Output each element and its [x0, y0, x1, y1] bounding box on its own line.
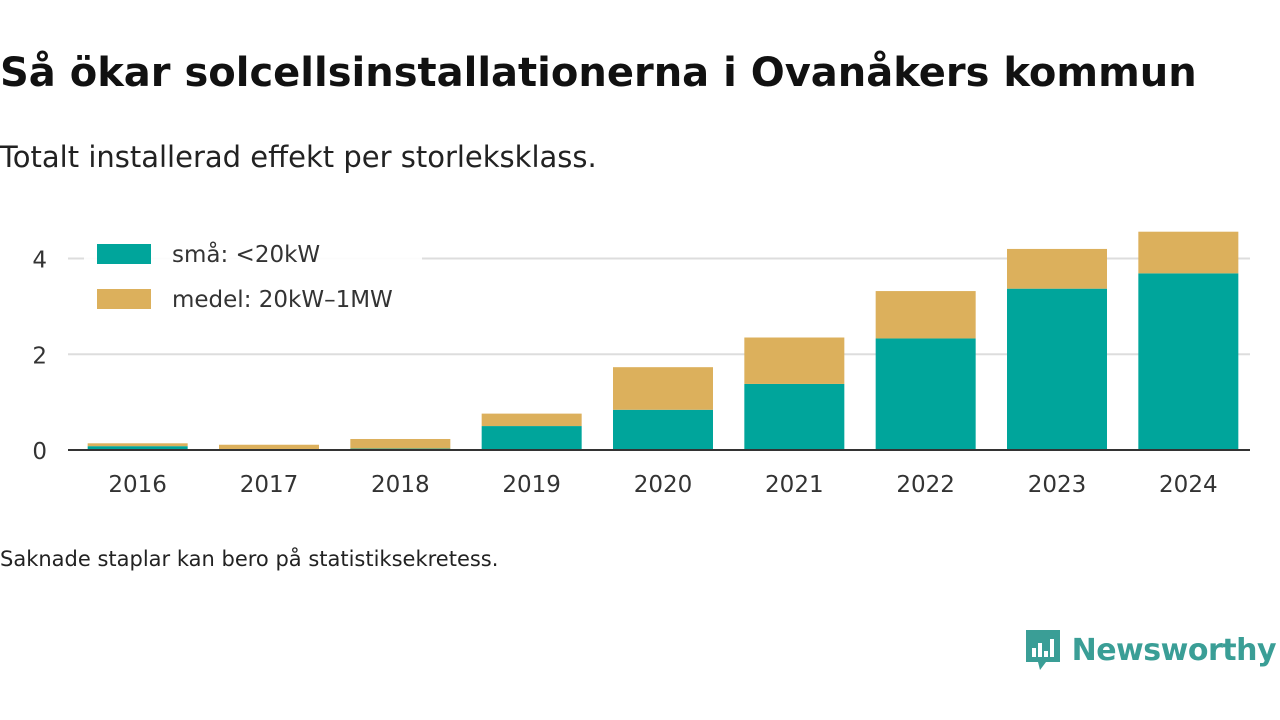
legend: små: <20kW medel: 20kW–1MW	[84, 232, 422, 318]
newsworthy-logo: Newsworthy	[1024, 628, 1277, 672]
bar-segment	[87, 443, 188, 447]
y-tick-label: 2	[32, 343, 47, 369]
bar-segment	[744, 337, 845, 384]
bar-segment	[1138, 273, 1239, 450]
x-tick-label: 2017	[240, 472, 299, 498]
x-tick-labels: 2016 2017 2018 2019 2020 2021 2022 2023 2024	[108, 472, 1217, 498]
y-tick-label: 0	[32, 439, 47, 465]
x-tick-label: 2020	[634, 472, 693, 498]
bar-segment	[744, 383, 845, 450]
x-tick-label: 2018	[371, 472, 430, 498]
bar-segment	[875, 338, 976, 450]
x-tick-label: 2021	[765, 472, 824, 498]
legend-swatch	[97, 289, 151, 309]
chart-subtitle: Totalt installerad effekt per storlekskl…	[0, 140, 597, 174]
brand-name: Newsworthy	[1071, 632, 1277, 668]
bar-segment	[481, 426, 582, 450]
legend-label: medel: 20kW–1MW	[172, 287, 393, 313]
x-tick-label: 2022	[896, 472, 955, 498]
legend-label: små: <20kW	[172, 240, 320, 268]
bars	[87, 231, 1239, 450]
y-tick-labels: 0 2 4	[32, 248, 47, 465]
bar-segment	[1007, 288, 1107, 450]
bar-segment	[613, 409, 713, 450]
bar-segment	[481, 413, 582, 427]
bar-segment	[875, 291, 976, 339]
legend-swatch	[97, 244, 151, 264]
stacked-bar-chart: 0 2 4 2016 2017 2018 2019 2020 2021 2022 2023 2024…	[32, 231, 1250, 498]
y-tick-label: 4	[32, 248, 47, 274]
x-tick-label: 2016	[108, 472, 167, 498]
bar-segment	[350, 438, 451, 449]
chart-title: Så ökar solcellsinstallationerna i Ovanå…	[0, 50, 1197, 96]
footnote: Saknade staplar kan bero på statistiksek…	[0, 547, 499, 571]
x-tick-label: 2024	[1159, 472, 1218, 498]
bar-segment	[613, 367, 713, 410]
newsworthy-chart-bubble-icon	[1025, 630, 1060, 670]
bar-segment	[1007, 248, 1107, 289]
x-tick-label: 2023	[1028, 472, 1087, 498]
bar-segment	[1138, 231, 1239, 274]
bar-segment	[219, 444, 319, 450]
x-tick-label: 2019	[502, 472, 561, 498]
bar-segment	[87, 446, 188, 450]
